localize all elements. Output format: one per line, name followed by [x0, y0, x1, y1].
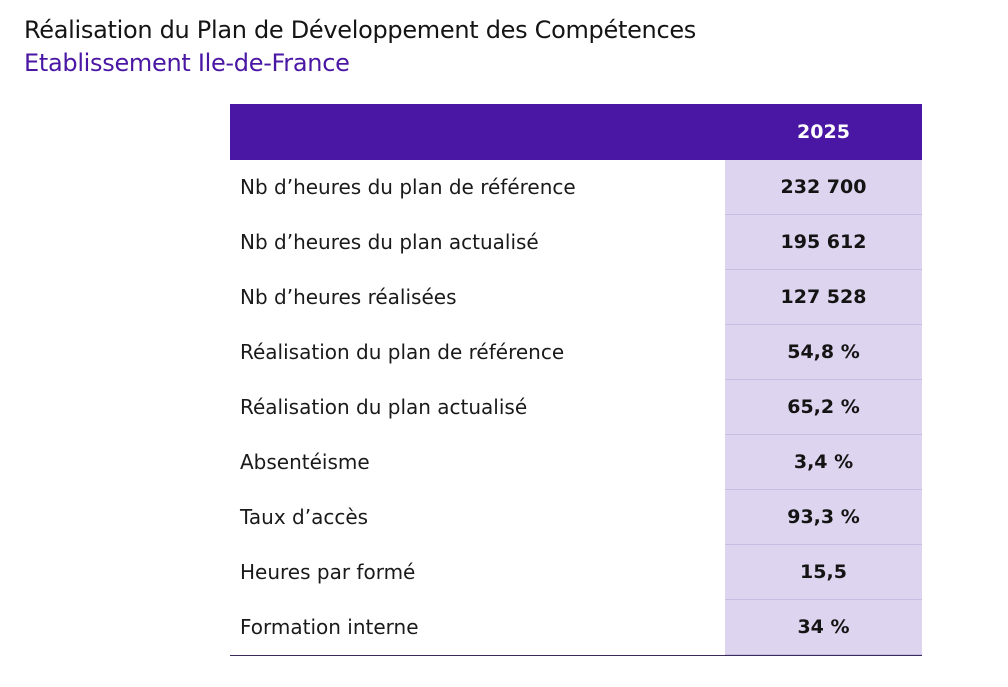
table-row: Formation interne 34 %	[230, 600, 922, 655]
row-value: 34 %	[725, 600, 922, 655]
row-value: 3,4 %	[725, 435, 922, 490]
table-row: Absentéisme 3,4 %	[230, 435, 922, 490]
row-value: 127 528	[725, 270, 922, 325]
table-row: Taux d’accès 93,3 %	[230, 490, 922, 545]
table-header-year: 2025	[797, 121, 850, 143]
row-label: Réalisation du plan actualisé	[240, 395, 528, 419]
table-row: Réalisation du plan actualisé 65,2 %	[230, 380, 922, 435]
row-value: 93,3 %	[725, 490, 922, 545]
table-row: Heures par formé 15,5	[230, 545, 922, 600]
row-label: Formation interne	[240, 615, 419, 639]
row-value: 65,2 %	[725, 380, 922, 435]
row-value: 15,5	[725, 545, 922, 600]
row-label: Nb d’heures du plan de référence	[240, 175, 576, 199]
table-row: Nb d’heures réalisées 127 528	[230, 270, 922, 325]
row-label: Nb d’heures du plan actualisé	[240, 230, 539, 254]
row-label: Taux d’accès	[240, 505, 369, 529]
table-header-empty-cell	[230, 104, 725, 160]
row-label: Réalisation du plan de référence	[240, 340, 565, 364]
row-label: Absentéisme	[240, 450, 370, 474]
table-bottom-divider	[230, 655, 922, 656]
row-value: 54,8 %	[725, 325, 922, 380]
table-header-row: 2025	[230, 104, 922, 160]
table-row: Réalisation du plan de référence 54,8 %	[230, 325, 922, 380]
table-row: Nb d’heures du plan de référence 232 700	[230, 160, 922, 215]
competences-table: 2025 Nb d’heures du plan de référence 23…	[230, 104, 922, 656]
row-label: Heures par formé	[240, 560, 416, 584]
row-value: 195 612	[725, 215, 922, 270]
page-subtitle: Etablissement Ile-de-France	[24, 49, 350, 77]
table-row: Nb d’heures du plan actualisé 195 612	[230, 215, 922, 270]
row-label: Nb d’heures réalisées	[240, 285, 457, 309]
page-title: Réalisation du Plan de Développement des…	[24, 16, 697, 44]
row-value: 232 700	[725, 160, 922, 215]
